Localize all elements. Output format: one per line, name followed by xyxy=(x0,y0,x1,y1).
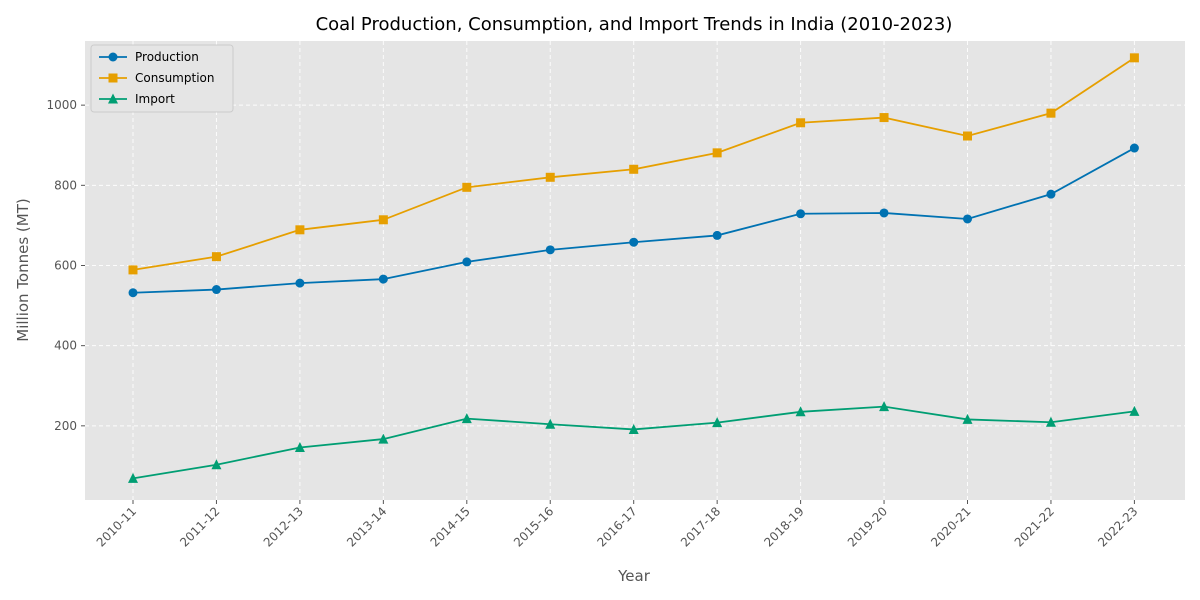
data-point xyxy=(796,118,806,128)
chart-title: Coal Production, Consumption, and Import… xyxy=(316,14,953,35)
data-point xyxy=(295,225,305,235)
data-point xyxy=(108,52,118,62)
data-point xyxy=(211,285,221,295)
data-point xyxy=(545,172,555,182)
y-axis-label: Million Tonnes (MT) xyxy=(14,198,32,342)
data-point xyxy=(545,418,556,429)
series-production xyxy=(128,143,1139,298)
legend: Production Consumption Import xyxy=(90,44,234,113)
y-tick-label: 800 xyxy=(54,178,77,192)
plot-area xyxy=(85,41,1185,500)
y-tick-label: 600 xyxy=(54,258,77,272)
legend-entry: Import xyxy=(99,92,175,106)
data-point xyxy=(1046,189,1056,199)
data-point xyxy=(108,93,118,104)
data-point xyxy=(879,113,889,123)
y-tick-label: 400 xyxy=(54,339,77,353)
data-point xyxy=(963,214,972,224)
data-point xyxy=(629,237,639,247)
data-point xyxy=(1129,143,1139,153)
data-point xyxy=(879,208,889,218)
data-point xyxy=(1046,108,1056,118)
data-point xyxy=(461,413,472,424)
data-point xyxy=(294,441,305,452)
data-point xyxy=(211,252,221,262)
legend-label: Production xyxy=(135,50,199,64)
data-point xyxy=(378,274,388,284)
legend-entry: Production xyxy=(99,50,199,64)
legend-box xyxy=(90,44,234,113)
data-point xyxy=(462,257,472,267)
data-point xyxy=(108,73,118,83)
x-axis-label: Year xyxy=(617,567,651,585)
data-point xyxy=(879,401,890,412)
data-point xyxy=(963,131,972,141)
data-point xyxy=(796,209,806,219)
series-import xyxy=(128,401,1140,483)
y-tick-label: 200 xyxy=(54,419,77,433)
data-point xyxy=(1129,53,1139,63)
data-point xyxy=(128,265,138,275)
data-point xyxy=(1129,405,1140,416)
data-point xyxy=(712,148,722,158)
data-point xyxy=(1045,416,1056,427)
data-point xyxy=(128,472,138,483)
data-point xyxy=(629,164,639,174)
legend-entry: Consumption xyxy=(99,71,214,85)
data-point xyxy=(712,417,723,428)
data-point xyxy=(211,459,222,470)
data-point xyxy=(128,288,138,298)
data-point xyxy=(545,245,555,255)
data-point xyxy=(378,215,388,225)
data-point xyxy=(795,406,806,417)
data-point xyxy=(295,278,305,288)
legend-label: Import xyxy=(135,92,175,106)
data-point xyxy=(378,433,389,444)
grid-lines xyxy=(85,41,1185,500)
data-point xyxy=(462,182,472,192)
data-point xyxy=(712,230,722,240)
data-point xyxy=(628,423,639,434)
y-axis: 200 400 600 800 1000 xyxy=(46,98,85,433)
y-tick-label: 1000 xyxy=(46,98,77,112)
series-consumption xyxy=(128,53,1139,275)
data-point xyxy=(962,413,973,424)
legend-label: Consumption xyxy=(135,71,214,85)
series-lines xyxy=(128,53,1140,483)
